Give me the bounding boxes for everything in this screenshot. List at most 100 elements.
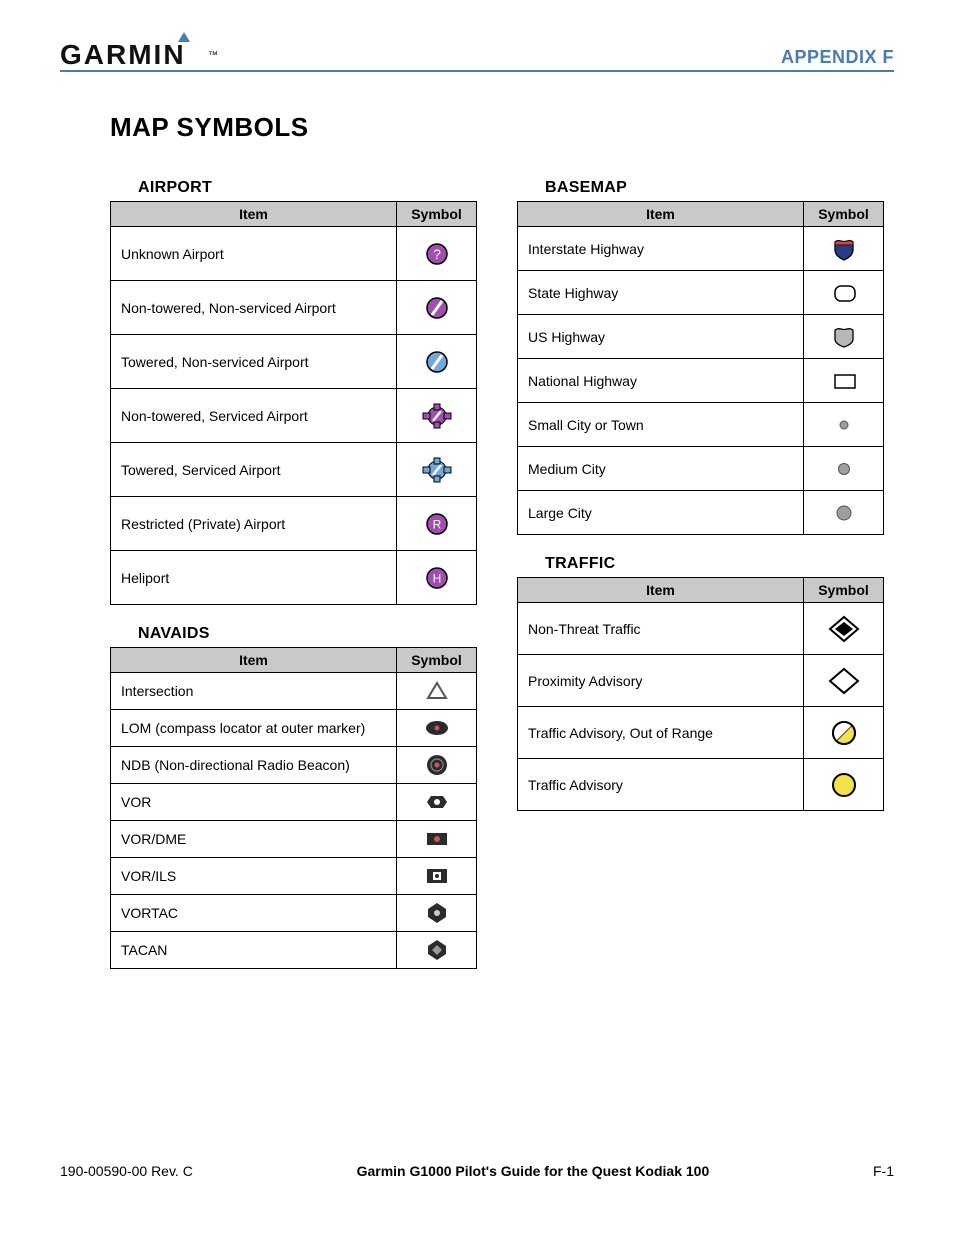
item-cell: TACAN — [111, 932, 397, 969]
left-column: AIRPORT Item Symbol Unknown Airport?Non-… — [110, 171, 477, 989]
symbol-cell — [804, 759, 884, 811]
table-row: Proximity Advisory — [518, 655, 884, 707]
brand-logo: GARMIN ™ — [60, 30, 220, 68]
symbol-icon — [829, 280, 859, 306]
col-header-symbol: Symbol — [804, 202, 884, 227]
symbol-icon: ? — [422, 241, 452, 267]
symbol-cell — [397, 821, 477, 858]
symbol-icon — [422, 678, 452, 704]
item-cell: VOR — [111, 784, 397, 821]
table-row: Interstate Highway — [518, 227, 884, 271]
symbol-cell: ? — [397, 227, 477, 281]
symbol-icon — [422, 752, 452, 778]
airport-table: Item Symbol Unknown Airport?Non-towered,… — [110, 201, 477, 605]
svg-text:™: ™ — [208, 50, 218, 61]
table-row: LOM (compass locator at outer marker) — [111, 710, 477, 747]
item-cell: Medium City — [518, 447, 804, 491]
symbol-icon — [828, 615, 860, 643]
symbol-cell — [397, 747, 477, 784]
footer-title: Garmin G1000 Pilot's Guide for the Quest… — [357, 1163, 710, 1179]
item-cell: Traffic Advisory, Out of Range — [518, 707, 804, 759]
table-row: Medium City — [518, 447, 884, 491]
table-row: Towered, Non-serviced Airport — [111, 335, 477, 389]
page-footer: 190-00590-00 Rev. C Garmin G1000 Pilot's… — [60, 1163, 894, 1179]
symbol-icon — [829, 368, 859, 394]
col-header-symbol: Symbol — [804, 578, 884, 603]
item-cell: LOM (compass locator at outer marker) — [111, 710, 397, 747]
symbol-cell — [804, 227, 884, 271]
symbol-icon — [422, 295, 452, 321]
traffic-table: Item Symbol Non-Threat TrafficProximity … — [517, 577, 884, 811]
table-row: US Highway — [518, 315, 884, 359]
symbol-cell — [397, 895, 477, 932]
item-cell: VOR/DME — [111, 821, 397, 858]
col-header-item: Item — [518, 202, 804, 227]
symbol-icon — [420, 457, 454, 483]
traffic-title: TRAFFIC — [545, 555, 884, 573]
item-cell: Large City — [518, 491, 804, 535]
table-row: Non-towered, Serviced Airport — [111, 389, 477, 443]
symbol-cell — [804, 315, 884, 359]
table-row: Towered, Serviced Airport — [111, 443, 477, 497]
footer-docnum: 190-00590-00 Rev. C — [60, 1163, 193, 1179]
table-row: Traffic Advisory, Out of Range — [518, 707, 884, 759]
basemap-title: BASEMAP — [545, 179, 884, 197]
symbol-cell — [397, 784, 477, 821]
svg-text:H: H — [432, 571, 441, 585]
symbol-cell — [397, 673, 477, 710]
table-row: National Highway — [518, 359, 884, 403]
symbol-icon — [422, 900, 452, 926]
symbol-cell — [804, 271, 884, 315]
symbol-cell — [804, 491, 884, 535]
item-cell: Unknown Airport — [111, 227, 397, 281]
navaids-table: Item Symbol IntersectionLOM (compass loc… — [110, 647, 477, 969]
table-row: Small City or Town — [518, 403, 884, 447]
page-header: GARMIN ™ APPENDIX F — [60, 30, 894, 72]
symbol-cell — [804, 655, 884, 707]
item-cell: Intersection — [111, 673, 397, 710]
table-row: State Highway — [518, 271, 884, 315]
item-cell: Heliport — [111, 551, 397, 605]
symbol-icon — [422, 789, 452, 815]
item-cell: Non-towered, Serviced Airport — [111, 389, 397, 443]
symbol-cell — [804, 359, 884, 403]
symbol-cell — [804, 707, 884, 759]
symbol-cell — [804, 403, 884, 447]
symbol-cell — [397, 932, 477, 969]
table-row: Large City — [518, 491, 884, 535]
item-cell: Towered, Serviced Airport — [111, 443, 397, 497]
appendix-label: APPENDIX F — [781, 47, 894, 68]
col-header-symbol: Symbol — [397, 648, 477, 673]
item-cell: Proximity Advisory — [518, 655, 804, 707]
symbol-icon — [828, 719, 860, 747]
svg-text:?: ? — [433, 246, 441, 262]
table-row: VOR/DME — [111, 821, 477, 858]
table-row: Non-Threat Traffic — [518, 603, 884, 655]
item-cell: NDB (Non-directional Radio Beacon) — [111, 747, 397, 784]
col-header-item: Item — [111, 202, 397, 227]
table-row: Heliport H — [111, 551, 477, 605]
page-title: MAP SYMBOLS — [110, 112, 894, 143]
table-row: VORTAC — [111, 895, 477, 932]
content-columns: AIRPORT Item Symbol Unknown Airport?Non-… — [110, 171, 884, 989]
symbol-cell: R — [397, 497, 477, 551]
symbol-cell — [397, 443, 477, 497]
navaids-title: NAVAIDS — [138, 625, 477, 643]
basemap-table: Item Symbol Interstate HighwayState High… — [517, 201, 884, 535]
item-cell: Small City or Town — [518, 403, 804, 447]
symbol-icon — [828, 771, 860, 799]
item-cell: US Highway — [518, 315, 804, 359]
col-header-item: Item — [518, 578, 804, 603]
table-row: TACAN — [111, 932, 477, 969]
svg-text:R: R — [432, 517, 441, 531]
symbol-cell — [397, 710, 477, 747]
symbol-icon: H — [422, 565, 452, 591]
table-row: Intersection — [111, 673, 477, 710]
item-cell: Towered, Non-serviced Airport — [111, 335, 397, 389]
symbol-icon — [422, 863, 452, 889]
symbol-icon — [829, 236, 859, 262]
item-cell: Restricted (Private) Airport — [111, 497, 397, 551]
symbol-icon — [829, 456, 859, 482]
footer-pagenum: F-1 — [873, 1163, 894, 1179]
item-cell: VOR/ILS — [111, 858, 397, 895]
